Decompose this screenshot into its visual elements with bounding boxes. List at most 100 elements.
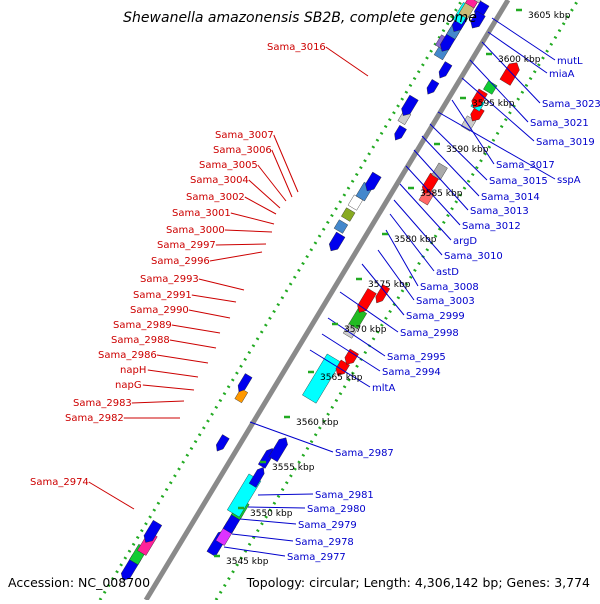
left-gene-label: Sama_2993 [140,274,199,285]
right-gene-label: Sama_2994 [382,367,441,378]
leader-layer [88,17,556,557]
gene-feature [216,434,230,452]
right-leader-line [249,421,334,453]
left-gene-label: Sama_3007 [215,130,274,141]
scale-tick-label: 3605 kbp [528,11,571,21]
genome-summary: Topology: circular; Length: 4,306,142 bp… [246,575,590,590]
gene-feature [348,308,368,330]
right-leader-line [487,31,548,74]
right-leader-line [247,506,306,509]
scale-tick-label: 3595 kbp [472,99,515,109]
gene-feature [483,80,498,95]
scale-tick-label: 3570 kbp [344,325,387,335]
left-gene-label: Sama_2983 [73,398,132,409]
gene-feature [394,124,407,141]
accession-label: Accession: NC_008700 [8,575,151,590]
right-leader-line [481,41,541,104]
gene-feature [237,373,253,393]
left-leader-line [224,229,273,233]
right-gene-label: Sama_3017 [496,160,555,171]
left-gene-label: Sama_2974 [30,477,89,488]
right-gene-label: Sama_2987 [335,448,394,459]
right-gene-label: argD [453,236,477,247]
left-leader-line [147,369,199,378]
left-leader-line [215,243,267,246]
right-leader-line [377,249,415,301]
gene-feature [470,105,485,122]
left-leader-line [325,46,369,77]
gene-feature [471,88,488,108]
left-leader-line [273,134,299,193]
backbone-layer [98,0,580,602]
left-gene-label: Sama_2989 [113,320,172,331]
gene-feature [268,437,288,463]
gene-feature [438,61,453,79]
right-leader-line [429,123,488,181]
right-gene-label: Sama_2995 [387,352,446,363]
right-gene-label: Sama_2998 [400,328,459,339]
left-leader-line [257,164,287,202]
left-leader-line [230,212,275,225]
gene-feature [248,467,265,488]
right-gene-label: miaA [549,69,575,80]
map-title: Shewanella amazonensis SB2B, complete ge… [123,10,477,26]
right-leader-line [421,135,480,197]
left-leader-line [142,384,195,391]
gene-feature [143,519,163,543]
right-leader-line [223,546,286,557]
gene-feature [426,79,440,95]
right-leader-line [491,17,556,61]
right-gene-label: sspA [557,175,581,186]
left-leader-line [209,251,263,262]
gene-feature [365,171,382,192]
genome-backbone [143,0,511,602]
gene-feature [375,284,391,304]
gene-feature [344,348,359,365]
right-gene-label: mutL [557,56,583,67]
gene-feature [401,94,419,116]
left-leader-line [191,294,237,303]
right-leader-line [339,291,399,333]
gene-feature [470,10,486,29]
right-gene-label: Sama_2980 [307,504,366,515]
right-leader-line [393,199,443,256]
right-leader-line [461,77,535,142]
left-gene-label: Sama_3000 [166,225,225,236]
left-gene-label: Sama_3016 [267,42,326,53]
right-gene-label: Sama_3015 [489,176,548,187]
right-gene-label: Sama_3019 [536,137,595,148]
left-leader-line [244,196,277,215]
left-gene-label: Sama_2982 [65,413,124,424]
left-gene-label: Sama_3006 [213,145,272,156]
scale-tick-label: 3590 kbp [446,145,489,155]
right-gene-label: Sama_2979 [298,520,357,531]
left-gene-label: Sama_2991 [133,290,192,301]
right-leader-line [321,333,381,372]
scale-tick-label: 3560 kbp [296,418,339,428]
left-gene-label: napG [115,380,142,391]
left-leader-line [131,400,185,404]
gene-feature [341,207,356,222]
gene-feature [329,231,346,252]
right-leader-line [413,149,469,211]
left-leader-line [198,278,245,291]
gene-feature [465,0,480,9]
right-leader-line [405,165,461,226]
right-leader-line [309,349,371,388]
right-gene-label: Sama_3008 [420,282,479,293]
label-layer: 3545 kbp 3550 kbp 3555 kbp 3560 kbp 3565 kbp… [30,8,600,567]
gene-feature [357,288,377,313]
right-leader-line [399,183,452,241]
right-gene-label: Sama_3021 [530,118,589,129]
right-leader-line [469,59,529,123]
right-gene-label: Sama_2999 [406,311,465,322]
right-gene-label: mltA [372,383,395,394]
right-leader-line [385,229,419,287]
right-leader-line [239,518,297,525]
gene-feature [431,162,448,181]
left-leader-line [156,354,209,364]
left-gene-label: Sama_2990 [130,305,189,316]
scale-tick-label: 3575 kbp [368,280,411,290]
scale-tick-label: 3555 kbp [272,463,315,473]
scale-tick-label: 3565 kbp [320,373,363,383]
